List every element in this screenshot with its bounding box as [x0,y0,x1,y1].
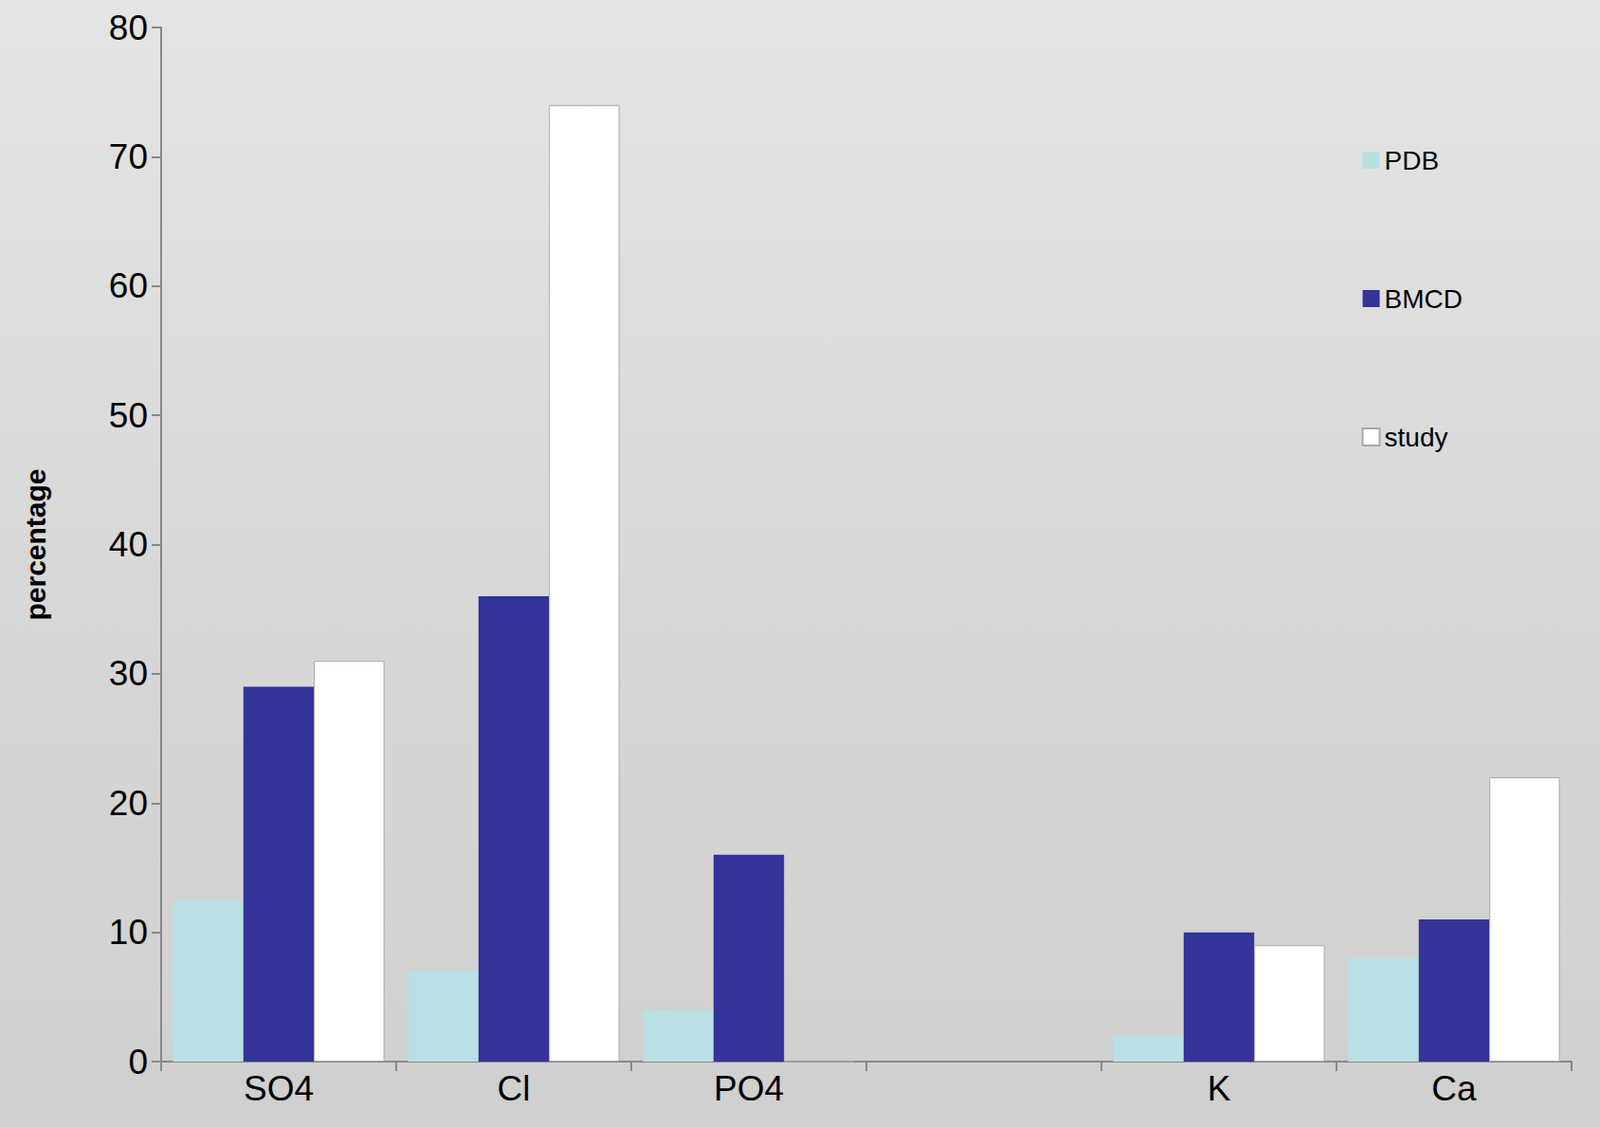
svg-text:20: 20 [109,783,148,823]
svg-text:60: 60 [109,266,148,306]
svg-text:study: study [1384,422,1449,453]
svg-text:K: K [1207,1069,1232,1109]
svg-text:10: 10 [109,912,148,952]
svg-text:0: 0 [127,1042,148,1082]
svg-text:40: 40 [109,525,148,564]
svg-text:Ca: Ca [1431,1069,1477,1109]
svg-text:SO4: SO4 [243,1069,314,1109]
svg-text:80: 80 [109,8,148,48]
svg-text:30: 30 [109,654,148,693]
svg-text:50: 50 [109,396,148,436]
svg-text:70: 70 [109,137,148,177]
svg-text:BMCD: BMCD [1384,284,1463,314]
svg-text:Cl: Cl [497,1069,531,1109]
svg-text:percentage: percentage [19,468,52,620]
svg-text:PDB: PDB [1384,145,1440,176]
svg-text:PO4: PO4 [713,1069,784,1109]
